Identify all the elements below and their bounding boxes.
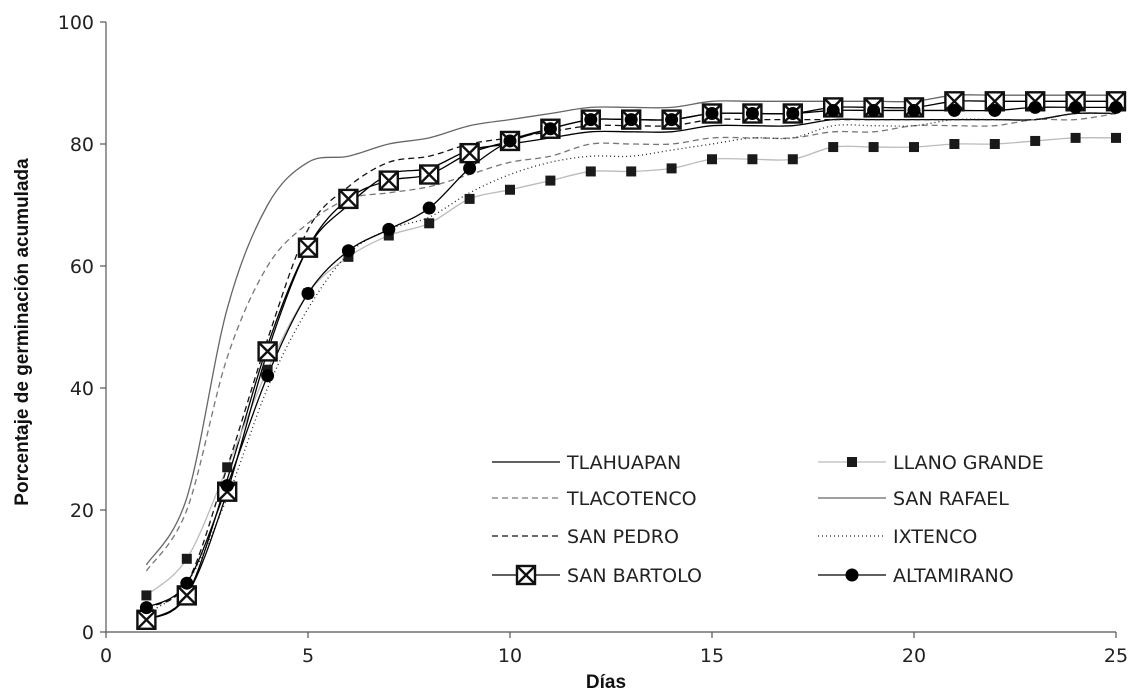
data-point-altamirano: [1109, 100, 1123, 114]
data-point-llano-grande: [909, 142, 919, 153]
data-point-altamirano: [947, 103, 961, 117]
x-tick-label: 15: [700, 645, 724, 667]
data-point-llano-grande: [1111, 132, 1121, 143]
data-point-san-bartolo: [459, 142, 480, 164]
data-point-altamirano: [584, 113, 598, 127]
data-point-altamirano: [463, 161, 477, 175]
y-tick-label: 0: [82, 622, 94, 644]
data-point-san-bartolo: [297, 237, 319, 258]
data-point-altamirano: [745, 107, 759, 120]
x-tick-label: 10: [498, 645, 522, 667]
data-point-llano-grande: [787, 154, 798, 165]
legend-label: IXTENCO: [893, 526, 977, 548]
data-point-altamirano: [867, 103, 881, 117]
data-point-llano-grande: [828, 142, 839, 153]
x-tick-label: 0: [100, 645, 112, 667]
data-point-altamirano: [543, 122, 557, 136]
data-point-altamirano: [301, 286, 315, 300]
data-point-altamirano: [665, 113, 679, 127]
y-tick-label: 80: [70, 134, 94, 156]
x-axis-title: Días: [586, 672, 626, 693]
data-point-llano-grande: [989, 139, 1000, 149]
series-line-san-pedro: [146, 112, 1117, 609]
data-point-san-bartolo: [338, 188, 359, 210]
y-axis-title: Porcentaje de germinación acumulada: [12, 158, 33, 506]
data-point-llano-grande: [666, 163, 677, 174]
data-point-llano-grande: [464, 193, 475, 204]
data-point-altamirano: [1069, 100, 1083, 114]
data-point-llano-grande: [1030, 135, 1041, 146]
data-point-llano-grande: [181, 553, 192, 564]
data-point-san-bartolo: [257, 341, 278, 362]
legend-label: SAN BARTOLO: [567, 565, 702, 587]
data-point-llano-grande: [505, 184, 515, 195]
legend-marker: [847, 457, 857, 467]
y-tick-label: 40: [70, 378, 94, 400]
y-tick-label: 60: [70, 256, 94, 278]
data-point-altamirano: [705, 107, 719, 120]
data-point-llano-grande: [141, 590, 152, 601]
data-point-altamirano: [503, 134, 517, 148]
legend-label: SAN PEDRO: [567, 526, 679, 548]
data-point-llano-grande: [545, 175, 556, 186]
data-point-altamirano: [220, 479, 234, 493]
data-point-altamirano: [624, 113, 638, 127]
y-tick-label: 20: [70, 500, 94, 522]
legend-item-tlahuapan: TLAHUAPAN: [492, 452, 681, 474]
data-point-llano-grande: [949, 139, 960, 149]
x-tick-label: 25: [1104, 645, 1128, 667]
data-point-llano-grande: [626, 166, 637, 177]
data-point-altamirano: [422, 201, 436, 215]
data-point-llano-grande: [1070, 132, 1081, 143]
legend-item-tlacotenco: TLACOTENCO: [492, 488, 697, 510]
data-point-llano-grande: [424, 218, 435, 229]
legend-label: ALTAMIRANO: [893, 565, 1014, 587]
legend-label: SAN RAFAEL: [893, 488, 1009, 510]
x-tick-label: 5: [302, 645, 314, 667]
data-point-altamirano: [786, 107, 800, 120]
data-point-llano-grande: [707, 154, 717, 165]
legend-label: TLACOTENCO: [566, 488, 697, 510]
data-point-altamirano: [1028, 100, 1042, 114]
data-point-llano-grande: [222, 462, 233, 473]
legend-label: TLAHUAPAN: [566, 452, 681, 474]
legend-marker: [845, 568, 859, 582]
legend-item-ixtenco: IXTENCO: [818, 526, 977, 548]
data-point-altamirano: [341, 244, 355, 258]
x-tick-label: 20: [902, 645, 926, 667]
series-line-tlacotenco: [145, 112, 1117, 572]
data-point-san-bartolo: [378, 170, 399, 191]
data-point-llano-grande: [747, 154, 758, 165]
data-point-llano-grande: [585, 166, 596, 177]
legend-item-altamirano: ALTAMIRANO: [818, 565, 1014, 587]
data-point-llano-grande: [868, 142, 879, 153]
data-point-altamirano: [826, 103, 840, 117]
y-tick-label: 100: [58, 12, 94, 34]
legend-item-llano-grande: LLANO GRANDE: [818, 452, 1044, 474]
legend-label: LLANO GRANDE: [893, 452, 1044, 474]
data-point-altamirano: [139, 601, 153, 615]
data-point-altamirano: [261, 369, 275, 383]
axes: 0 20 40 60 80 100 0 5 10 15 20 25: [58, 12, 1128, 667]
legend: TLAHUAPAN LLANO GRANDE TLACOTENCO SAN RAFAE…: [492, 452, 1044, 587]
legend-item-san-pedro: SAN PEDRO: [492, 526, 679, 548]
data-point-altamirano: [180, 576, 194, 590]
data-point-altamirano: [907, 103, 921, 117]
legend-marker: [515, 564, 537, 586]
series-markers: [136, 91, 1127, 630]
legend-item-san-rafael: SAN RAFAEL: [818, 488, 1009, 510]
data-point-altamirano: [382, 222, 396, 236]
legend-item-san-bartolo: SAN BARTOLO: [492, 564, 702, 587]
data-point-altamirano: [988, 103, 1002, 117]
data-point-san-bartolo: [419, 164, 440, 185]
